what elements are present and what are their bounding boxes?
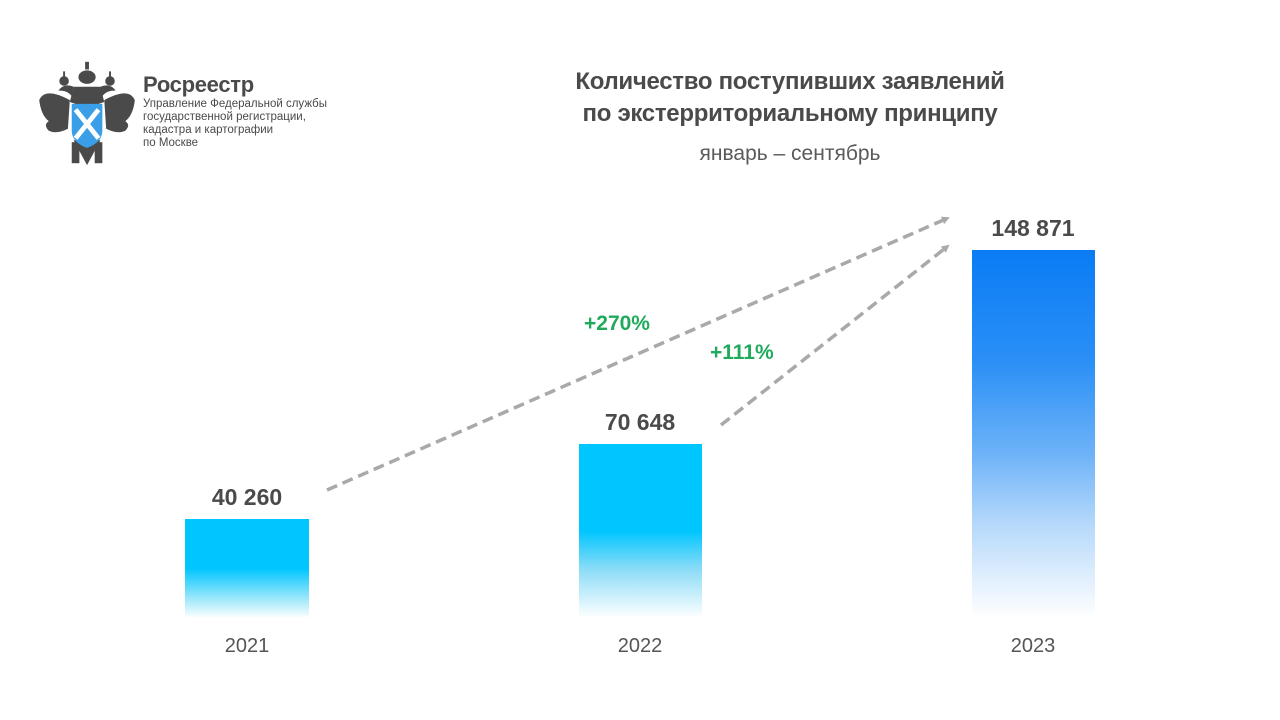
bar-year-2022: 2022	[617, 635, 663, 657]
growth-label-2022-2023: +111%	[710, 341, 774, 364]
chart-subtitle: январь – сентябрь	[699, 142, 881, 165]
org-line: по Москве	[143, 137, 199, 149]
bar-2022	[579, 444, 702, 618]
org-line: государственной регистрации,	[143, 111, 306, 123]
bar-year-2021: 2021	[224, 635, 270, 657]
org-block: Росреестр Управление Федеральной службы …	[143, 72, 327, 150]
bar-value-2021: 40 260	[211, 484, 283, 510]
chart-title: Количество поступивших заявлений по экст…	[480, 66, 1100, 130]
bar-value-2023: 148 871	[991, 215, 1075, 241]
org-line: кадастра и картографии	[143, 124, 274, 136]
org-name: Росреестр	[143, 72, 254, 97]
bar-year-2023: 2023	[1010, 635, 1056, 657]
bar-2021	[185, 519, 309, 618]
coat-of-arms-icon	[39, 61, 135, 166]
bar-value-2022: 70 648	[604, 409, 676, 435]
chart-title-line: Количество поступивших заявлений	[575, 68, 1005, 95]
growth-label-2021-2023: +270%	[584, 312, 650, 335]
org-line: Управление Федеральной службы	[143, 98, 327, 110]
arrow-2022-2023	[719, 244, 950, 427]
chart-title-line: по экстерриториальному принципу	[582, 100, 998, 127]
arrow-2021-2023	[326, 216, 950, 492]
bar-2023	[972, 250, 1095, 618]
